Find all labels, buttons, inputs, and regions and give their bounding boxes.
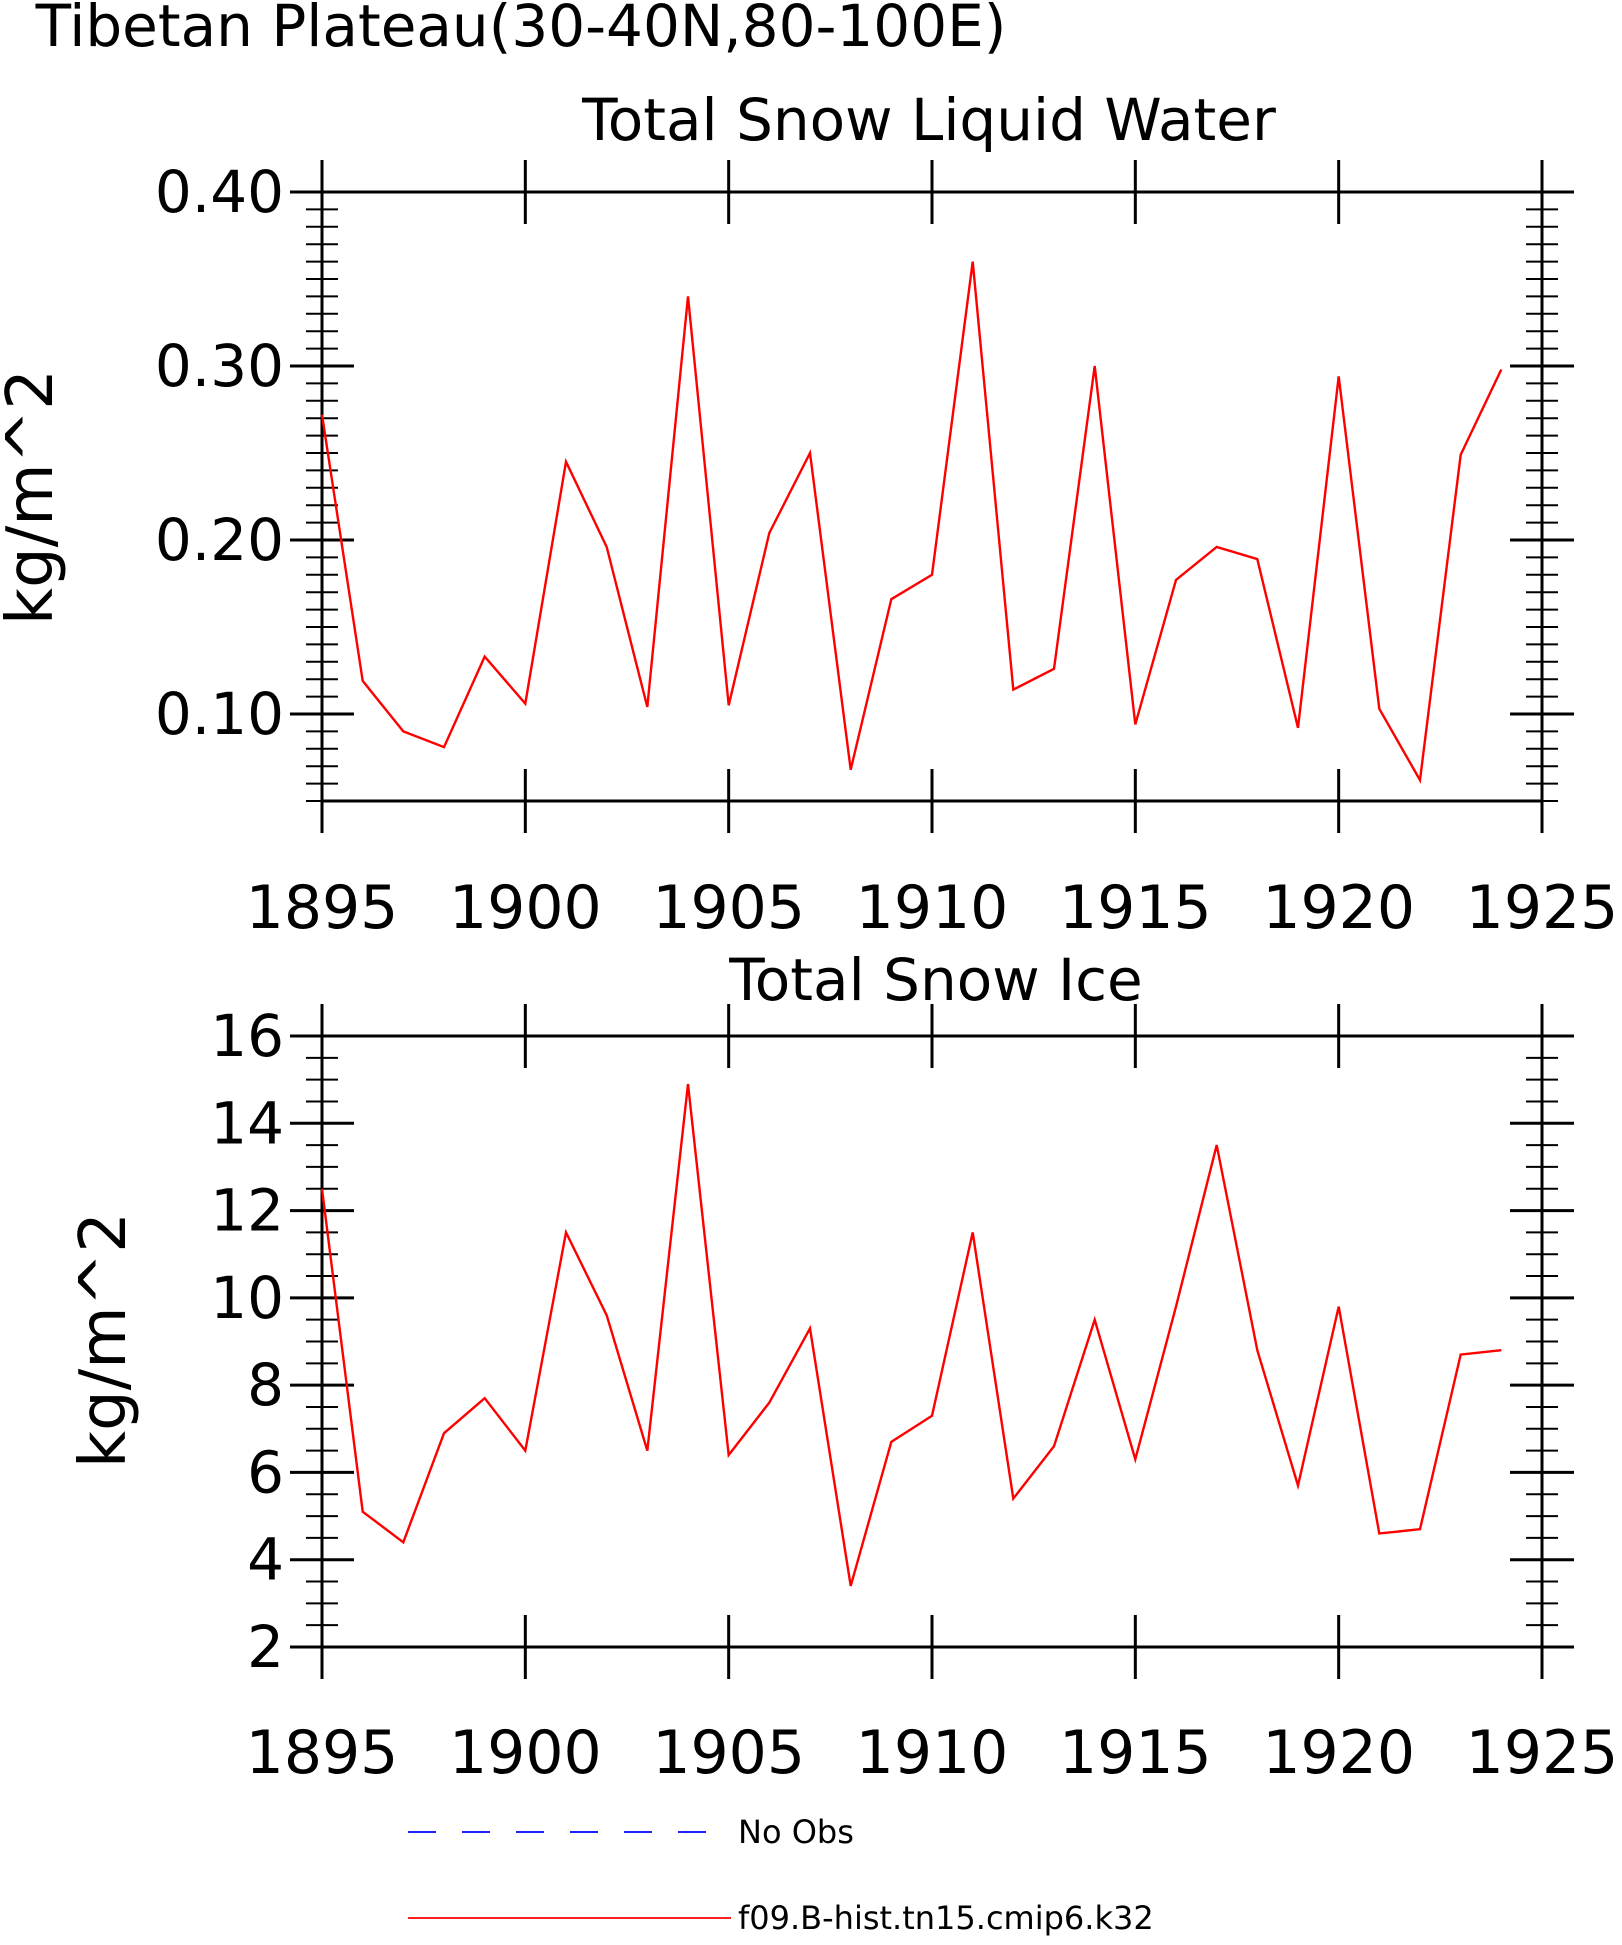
y-tick-label: 16 xyxy=(210,1002,284,1070)
y-tick-label: 6 xyxy=(247,1438,284,1506)
y-tick-label: 2 xyxy=(247,1613,284,1681)
series-line xyxy=(320,261,1503,784)
x-tick-label: 1905 xyxy=(652,1718,805,1788)
plot-frame xyxy=(320,190,1544,803)
series-line xyxy=(320,1083,1502,1587)
x-tick-label: 1910 xyxy=(856,1718,1009,1788)
legend-item-model: f09.B-hist.tn15.cmip6.k32 xyxy=(408,1899,1154,1937)
legend: No Obs f09.B-hist.tn15.cmip6.k32 xyxy=(408,1813,1154,1937)
x-tick-label: 1900 xyxy=(449,873,602,943)
axes: 1895 1900 1905 1910 1915 1920 1925 2 4 6 8 10 12 14 16… xyxy=(67,1002,1618,1788)
x-tick-label: 1925 xyxy=(1466,873,1619,943)
panel-bottom: Total Snow Ice 1895 1900 1905 1910 1915 1920 1… xyxy=(67,946,1618,1788)
y-axis-label: kg/m^2 xyxy=(0,369,68,625)
legend-item-no-obs: No Obs xyxy=(408,1813,854,1851)
x-tick-label: 1915 xyxy=(1059,873,1212,943)
x-tick-label: 1920 xyxy=(1262,873,1415,943)
panel-title: Total Snow Liquid Water xyxy=(581,86,1276,154)
x-tick-label: 1895 xyxy=(246,873,399,943)
y-axis-label: kg/m^2 xyxy=(67,1212,141,1468)
legend-label: No Obs xyxy=(738,1813,854,1851)
x-tick-label: 1895 xyxy=(246,1718,399,1788)
y-tick-label: 0.10 xyxy=(155,680,284,748)
panel-top: Total Snow Liquid Water 1895 1900 1905 1910… xyxy=(0,86,1618,943)
figure-title: Tibetan Plateau(30-40N,80-100E) xyxy=(35,0,1007,60)
x-tick-label: 1910 xyxy=(856,873,1009,943)
y-tick-label: 14 xyxy=(210,1089,284,1157)
x-tick-label: 1925 xyxy=(1466,1718,1619,1788)
y-tick-label: 0.30 xyxy=(155,332,284,400)
x-tick-label: 1920 xyxy=(1262,1718,1415,1788)
panel-title: Total Snow Ice xyxy=(728,946,1143,1014)
y-tick-label: 10 xyxy=(210,1264,284,1332)
y-tick-label: 12 xyxy=(210,1177,284,1245)
plot-frame xyxy=(320,1034,1544,1649)
x-tick-label: 1905 xyxy=(652,873,805,943)
y-tick-label: 8 xyxy=(247,1351,284,1419)
x-tick-label: 1915 xyxy=(1059,1718,1212,1788)
y-tick-label: 4 xyxy=(247,1526,284,1594)
legend-label: f09.B-hist.tn15.cmip6.k32 xyxy=(738,1899,1154,1937)
y-tick-label: 0.20 xyxy=(155,506,284,574)
y-tick-label: 0.40 xyxy=(155,158,284,226)
x-tick-label: 1900 xyxy=(449,1718,602,1788)
axes: 1895 1900 1905 1910 1915 1920 1925 0.10 0.20 0.30… xyxy=(0,158,1618,943)
